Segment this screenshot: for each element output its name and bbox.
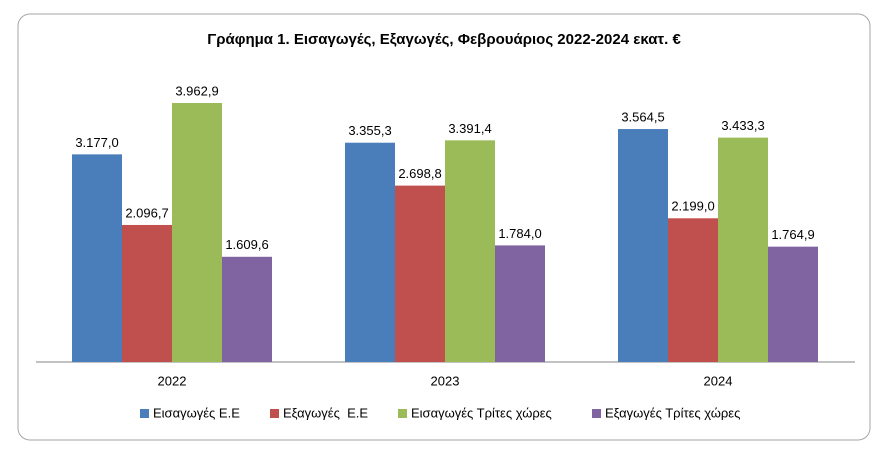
value-label: 1.784,0 bbox=[498, 226, 541, 241]
chart-title: Γράφημα 1. Εισαγωγές, Εξαγωγές, Φεβρουάρ… bbox=[207, 31, 681, 48]
value-label: 1.609,6 bbox=[225, 237, 268, 252]
value-label: 2.096,7 bbox=[125, 205, 168, 220]
value-label: 3.391,4 bbox=[448, 121, 491, 136]
legend-label: Εισαγωγές Ε.Ε bbox=[153, 405, 240, 420]
value-label: 1.764,9 bbox=[771, 227, 814, 242]
value-label: 2.698,8 bbox=[398, 166, 441, 181]
bar bbox=[172, 103, 222, 362]
legend-swatch bbox=[592, 409, 601, 418]
bar bbox=[768, 246, 818, 362]
legend-swatch bbox=[140, 409, 149, 418]
bar bbox=[495, 245, 545, 362]
bar bbox=[222, 256, 272, 362]
x-tick-label: 2023 bbox=[431, 373, 460, 388]
bar bbox=[618, 129, 668, 362]
value-label: 3.177,0 bbox=[75, 135, 118, 150]
bar bbox=[122, 224, 172, 362]
legend-label: Εξαγωγές Ε.Ε bbox=[283, 405, 368, 420]
bar bbox=[668, 218, 718, 362]
bar bbox=[718, 137, 768, 362]
value-label: 3.433,3 bbox=[721, 118, 764, 133]
x-tick-label: 2024 bbox=[704, 373, 733, 388]
legend-label: Εξαγωγές Τρίτες χώρες bbox=[605, 405, 740, 420]
value-label: 3.564,5 bbox=[621, 109, 664, 124]
legend-swatch bbox=[398, 409, 407, 418]
x-tick-label: 2022 bbox=[158, 373, 187, 388]
bar bbox=[345, 142, 395, 362]
value-label: 3.962,9 bbox=[175, 83, 218, 98]
bar bbox=[72, 154, 122, 362]
legend-swatch bbox=[270, 409, 279, 418]
value-label: 2.199,0 bbox=[671, 199, 714, 214]
value-label: 3.355,3 bbox=[348, 123, 391, 138]
legend-label: Εισαγωγές Τρίτες χώρες bbox=[411, 405, 552, 420]
bar bbox=[395, 185, 445, 362]
bar bbox=[445, 140, 495, 362]
